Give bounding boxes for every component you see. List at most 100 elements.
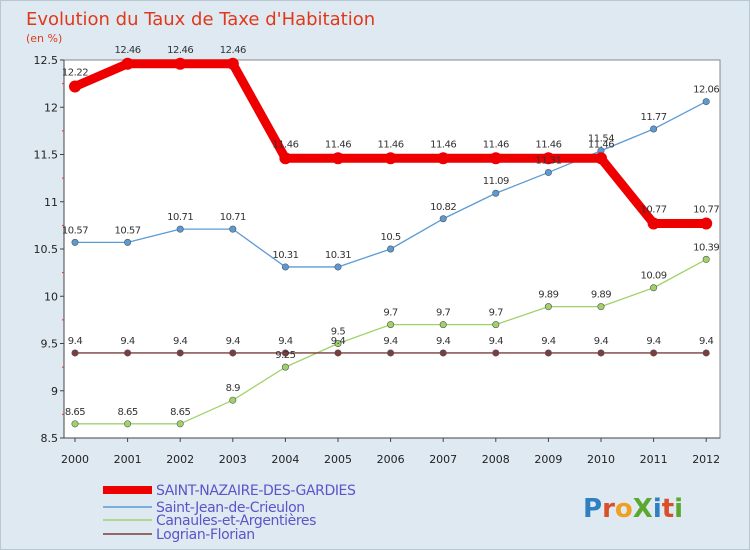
data-point (124, 420, 132, 428)
x-tick-label: 2002 (166, 453, 194, 466)
y-tick-label: 9.5 (41, 338, 59, 351)
legend-label: Saint-Jean-de-Crieulon (156, 500, 305, 516)
data-label: 9.7 (436, 308, 451, 319)
data-label: 11.77 (641, 112, 667, 123)
data-point (281, 349, 289, 357)
series-layer (69, 57, 713, 428)
data-label: 10.57 (62, 225, 88, 236)
data-label: 10.31 (272, 250, 298, 261)
data-point (439, 321, 447, 329)
proxiti-logo: ProXiti (583, 494, 683, 524)
data-label: 8.65 (65, 407, 85, 418)
data-point (597, 303, 605, 311)
data-point (387, 245, 395, 253)
legend-item: Saint-Jean-de-Crieulon (103, 500, 305, 516)
data-point (702, 98, 710, 106)
data-label: 11.46 (535, 139, 561, 150)
data-label: 11.46 (272, 139, 298, 150)
data-label: 10.5 (380, 232, 400, 243)
data-label: 9.4 (173, 336, 188, 347)
data-point (387, 349, 395, 357)
data-label: 11.54 (588, 134, 614, 145)
data-point (69, 80, 81, 93)
x-tick-label: 2010 (587, 453, 615, 466)
x-tick-label: 2006 (377, 453, 405, 466)
data-point (544, 303, 552, 311)
data-point (229, 396, 237, 404)
data-label: 10.71 (167, 212, 193, 223)
data-label: 12.46 (115, 45, 141, 56)
data-label: 10.39 (693, 242, 719, 253)
data-point (492, 349, 500, 357)
x-tick-label: 2001 (114, 453, 142, 466)
data-point (647, 217, 660, 230)
data-point (124, 238, 132, 246)
data-point (492, 321, 500, 329)
data-point (544, 349, 552, 357)
y-tick-label: 10 (44, 290, 58, 303)
data-label: 8.65 (117, 407, 137, 418)
x-tick-label: 2008 (482, 453, 510, 466)
data-label: 9.4 (331, 336, 346, 347)
data-label: 9.7 (489, 308, 504, 319)
data-point (334, 263, 342, 271)
data-point (384, 152, 397, 165)
data-label: 11.09 (483, 176, 509, 187)
data-point (176, 349, 184, 357)
data-label: 9.89 (538, 290, 558, 301)
data-labels: 12.22 12.46 12.46 12.46 11.46 11.46 11.46 11.46… (62, 45, 720, 418)
x-tick-label: 2004 (271, 453, 299, 466)
data-label: 12.46 (167, 45, 193, 56)
x-tick-label: 2003 (219, 453, 247, 466)
x-tick-label: 2007 (429, 453, 457, 466)
data-label: 10.71 (220, 212, 246, 223)
data-point (387, 321, 395, 329)
data-label: 9.4 (646, 336, 661, 347)
data-point (437, 152, 450, 165)
data-point (176, 420, 184, 428)
data-label: 8.9 (226, 383, 241, 394)
series-2 (71, 255, 710, 428)
legend-item: Canaules-et-Argentières (103, 513, 316, 529)
data-point (700, 217, 713, 230)
data-point (279, 152, 292, 165)
data-label: 12.22 (62, 67, 88, 78)
data-point (334, 339, 342, 347)
data-label: 9.89 (591, 290, 611, 301)
logo-text: ProXiti (583, 494, 683, 524)
legend-item: Logrian-Florian (103, 527, 255, 543)
data-label: 11.31 (535, 155, 561, 166)
data-point (124, 349, 132, 357)
data-label: 9.4 (436, 336, 451, 347)
x-tick-label: 2011 (640, 453, 668, 466)
y-tick-label: 11.5 (34, 149, 59, 162)
data-point (702, 255, 710, 263)
data-point (226, 57, 239, 70)
data-point (544, 168, 552, 176)
data-point (595, 152, 607, 165)
data-label: 11.46 (378, 139, 404, 150)
y-tick-label: 9 (51, 385, 58, 398)
data-point (489, 152, 502, 165)
data-point (229, 225, 237, 233)
data-label: 9.4 (541, 336, 556, 347)
data-point (229, 349, 237, 357)
data-point (597, 349, 605, 357)
y-tick-label: 10.5 (34, 243, 59, 256)
data-label: 12.46 (220, 45, 246, 56)
data-label: 9.4 (699, 336, 714, 347)
data-point (121, 57, 134, 70)
data-point (702, 349, 710, 357)
data-label: 10.82 (430, 202, 456, 213)
data-point (281, 263, 289, 271)
data-label: 9.5 (331, 327, 346, 338)
data-label: 10.09 (641, 271, 667, 282)
series-3 (71, 349, 710, 357)
data-label: 12.06 (693, 85, 719, 96)
data-point (334, 349, 342, 357)
legend-label: Canaules-et-Argentières (156, 513, 316, 529)
data-label: 9.4 (120, 336, 135, 347)
y-tick-label: 11 (44, 196, 58, 209)
chart-subtitle: (en %) (26, 32, 62, 45)
data-label: 9.4 (489, 336, 504, 347)
